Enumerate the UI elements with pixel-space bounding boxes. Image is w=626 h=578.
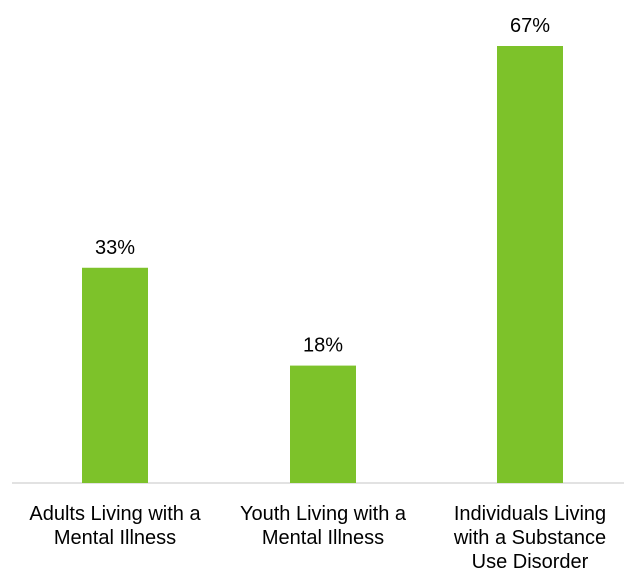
category-label-line: Mental Illness	[54, 527, 176, 549]
category-label-line: Individuals Living	[454, 503, 606, 525]
category-label-1: Adults Living with a Mental Illness	[29, 503, 201, 549]
data-labels-group: 33% 18% 67%	[95, 15, 550, 357]
data-label-3: 67%	[510, 15, 550, 37]
bar-1	[82, 267, 148, 483]
bar-2	[290, 365, 356, 483]
category-label-line: with a Substance	[453, 527, 606, 549]
category-label-line: Use Disorder	[472, 551, 589, 573]
category-label-3: Individuals Living with a Substance Use Di…	[453, 503, 606, 573]
data-label-2: 18%	[303, 335, 343, 357]
category-label-line: Mental Illness	[262, 527, 384, 549]
category-label-line: Youth Living with a	[240, 503, 407, 525]
bars-group	[82, 46, 563, 483]
bar-3	[497, 46, 563, 483]
category-labels-group: Adults Living with a Mental IllnessYouth …	[29, 503, 606, 573]
category-label-line: Adults Living with a	[29, 503, 201, 525]
data-label-1: 33%	[95, 237, 135, 259]
category-label-2: Youth Living with a Mental Illness	[240, 503, 407, 549]
